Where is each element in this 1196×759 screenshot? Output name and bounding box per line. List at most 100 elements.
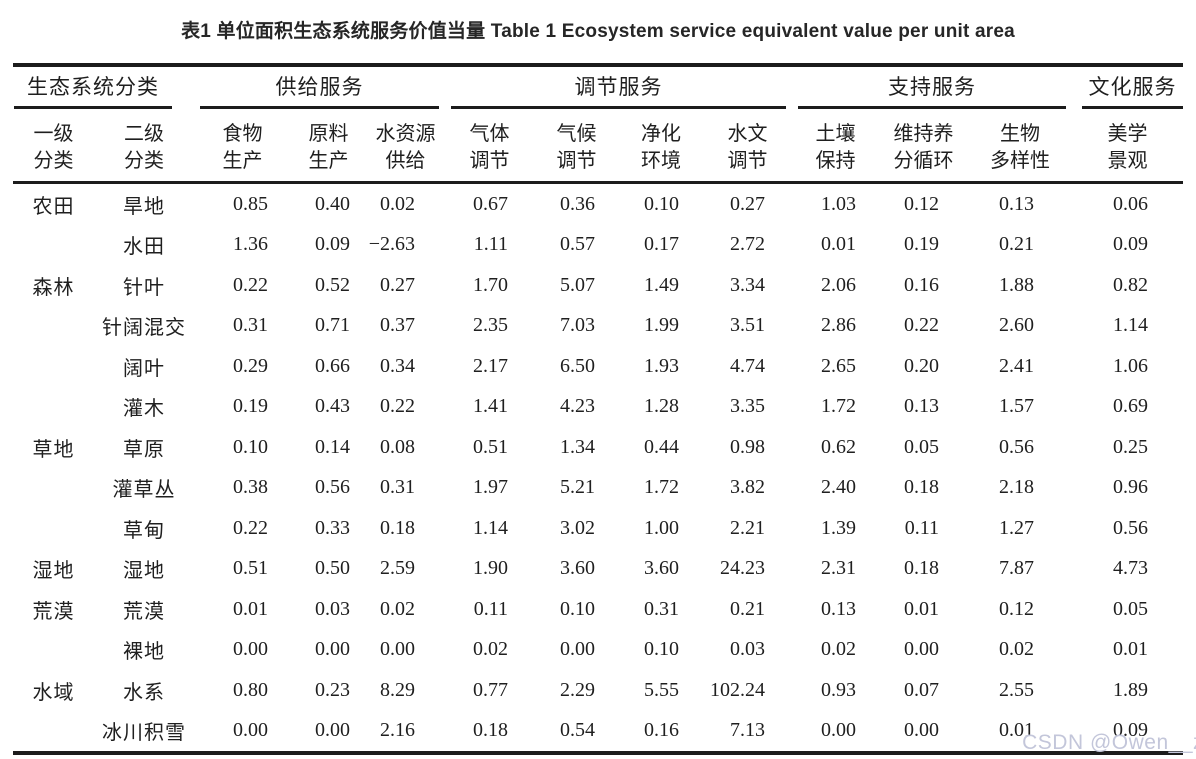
value-cell: 0.10 [644, 638, 680, 661]
table-row: 冰川积雪 0.00 0.00 2.16 0.18 0.54 0.16 7.13 0.00 0.00… [13, 711, 1183, 754]
value-cell: 5.07 [560, 273, 596, 296]
level2-category-cell: 湿地 [123, 560, 165, 583]
subheader-soil-conservation: 土壤 保持 [792, 109, 880, 184]
subheader-environment-purification: 净化 环境 [619, 109, 704, 184]
level1-category-cell: 水域 [32, 681, 75, 704]
level1-category-cell [13, 306, 94, 347]
value-cell: 0.21 [730, 597, 766, 620]
value-cell: 0.22 [233, 273, 268, 296]
value-cell: 0.67 [473, 192, 509, 215]
value-cell: 0.77 [473, 678, 509, 701]
level1-category-cell [13, 508, 94, 549]
value-cell: 0.09 [1113, 719, 1149, 742]
value-cell: 1.72 [644, 476, 680, 499]
value-cell: 2.21 [730, 516, 766, 539]
value-cell: 1.36 [233, 233, 268, 256]
subheader-line: 保持 [815, 150, 856, 172]
subheader-line: 净化 [641, 123, 682, 145]
value-cell: 0.21 [999, 233, 1035, 256]
value-cell: 0.23 [315, 678, 350, 701]
value-cell: 0.50 [315, 557, 350, 580]
value-cell: 7.13 [730, 719, 766, 742]
value-cell: 0.01 [821, 233, 857, 256]
subheader-food-production: 食物 生产 [194, 109, 291, 184]
value-cell: 0.00 [233, 638, 268, 661]
level1-category-cell [13, 711, 94, 754]
value-cell: 0.18 [380, 516, 416, 539]
level1-category-cell [13, 387, 94, 428]
value-cell: 1.70 [473, 273, 509, 296]
subheader-line: 水资源 [375, 123, 436, 145]
value-cell: 0.14 [315, 435, 350, 458]
subheader-raw-material-production: 原料 生产 [291, 109, 366, 184]
value-cell: 1.90 [473, 557, 509, 580]
subheader-line: 原料 [308, 123, 349, 145]
value-cell: 1.00 [644, 516, 680, 539]
value-cell: 4.74 [730, 354, 766, 377]
subheader-line: 水文 [727, 123, 768, 145]
subheader-line: 生产 [308, 150, 349, 172]
level1-category-cell [13, 630, 94, 671]
subheader-line: 分循环 [893, 150, 954, 172]
group-label-cultural-services: 文化服务 [1082, 67, 1184, 109]
subheader-line: 调节 [727, 150, 768, 172]
value-cell: 0.10 [560, 597, 596, 620]
table-header: 生态系统分类 供给服务 调节服务 支持服务 文化服务 一级 分类 二级 分类 食物生… [13, 65, 1184, 184]
value-cell: 0.05 [1113, 597, 1149, 620]
value-cell: 4.73 [1113, 557, 1149, 580]
value-cell: 0.27 [730, 192, 766, 215]
value-cell: 0.43 [315, 395, 350, 418]
subheader-line: 生物 [1000, 123, 1041, 145]
value-cell: 1.93 [644, 354, 680, 377]
value-cell: 2.29 [560, 678, 596, 701]
value-cell: 0.82 [1113, 273, 1149, 296]
value-cell: 2.60 [999, 314, 1035, 337]
value-cell: 0.22 [233, 516, 268, 539]
value-cell: 2.55 [999, 678, 1035, 701]
value-cell: 0.12 [904, 192, 940, 215]
value-cell: 0.20 [904, 354, 940, 377]
subheader-aesthetic-landscape: 美学 景观 [1072, 109, 1184, 184]
level1-category-cell: 森林 [32, 276, 75, 299]
value-cell: 0.07 [904, 678, 940, 701]
value-cell: 0.85 [233, 192, 268, 215]
level2-category-cell: 冰川积雪 [102, 722, 186, 745]
value-cell: 3.51 [730, 314, 766, 337]
table-caption: 表1 单位面积生态系统服务价值当量 Table 1 Ecosystem serv… [181, 21, 1015, 42]
subheader-line: 分类 [33, 150, 74, 172]
value-cell: 1.57 [999, 395, 1035, 418]
subheader-hydrological-regulation: 水文 调节 [703, 109, 793, 184]
table-row: 荒漠 荒漠 0.01 0.03 0.02 0.11 0.10 0.31 0.21 0.13 0.01… [13, 589, 1183, 630]
value-cell: 0.51 [473, 435, 509, 458]
subheader-line: 供给 [385, 150, 426, 172]
value-cell: 0.69 [1113, 395, 1149, 418]
value-cell: 0.62 [821, 435, 857, 458]
subheader-climate-regulation: 气候 调节 [534, 109, 620, 184]
level1-category-cell [13, 468, 94, 509]
subheader-line: 多样性 [990, 150, 1051, 172]
table-row: 灌木 0.19 0.43 0.22 1.41 4.23 1.28 3.35 1.72 0.13 1.… [13, 387, 1183, 428]
value-cell: 0.29 [233, 354, 268, 377]
subheader-line: 美学 [1107, 123, 1148, 145]
value-cell: 5.55 [644, 678, 680, 701]
value-cell: 0.02 [380, 597, 416, 620]
value-cell: 2.40 [821, 476, 857, 499]
value-cell: 1.06 [1113, 354, 1149, 377]
value-cell: 3.60 [644, 557, 680, 580]
value-cell: 0.01 [999, 719, 1035, 742]
value-cell: 1.99 [644, 314, 680, 337]
value-cell: 0.27 [380, 273, 416, 296]
value-cell: 0.96 [1113, 476, 1149, 499]
value-cell: 0.00 [315, 719, 350, 742]
group-header-cell: 调节服务 [445, 65, 792, 109]
value-cell: 1.41 [473, 395, 509, 418]
table-row: 森林 针叶 0.22 0.52 0.27 1.70 5.07 1.49 3.34 2.06 0.16… [13, 265, 1183, 306]
value-cell: 0.54 [560, 719, 596, 742]
level1-category-cell: 荒漠 [32, 600, 75, 623]
value-cell: 1.28 [644, 395, 680, 418]
value-cell: 0.51 [233, 557, 268, 580]
value-cell: 0.00 [904, 638, 940, 661]
value-cell: 0.03 [315, 597, 350, 620]
equivalent-value-table-wrap: 生态系统分类 供给服务 调节服务 支持服务 文化服务 一级 分类 二级 分类 食物生… [13, 63, 1184, 755]
value-cell: 2.31 [821, 557, 857, 580]
